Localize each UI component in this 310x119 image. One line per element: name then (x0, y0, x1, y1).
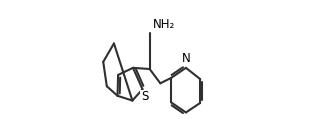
Text: S: S (141, 90, 149, 104)
Text: NH₂: NH₂ (153, 18, 175, 32)
Text: N: N (182, 52, 190, 65)
